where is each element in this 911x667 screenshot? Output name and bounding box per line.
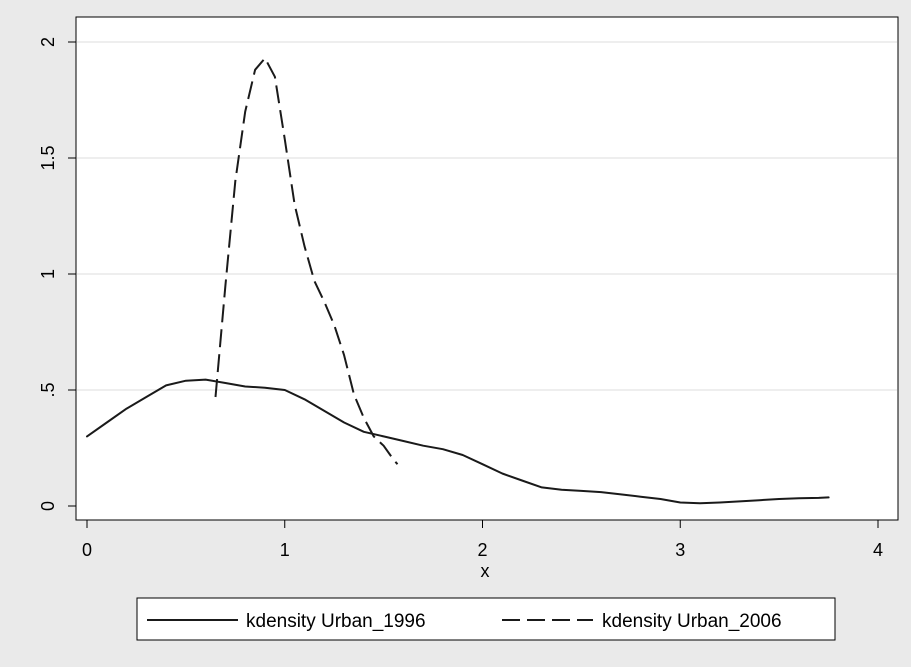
x-tick-label-1: 1 — [280, 540, 290, 560]
series-lines — [86, 57, 830, 505]
y-tick-label-2: 1 — [38, 269, 58, 279]
series-line-kdensity-urban-2006 — [214, 57, 399, 465]
legend: kdensity Urban_1996 kdensity Urban_2006 — [136, 597, 836, 641]
x-tick-label-3: 3 — [675, 540, 685, 560]
series-line-kdensity-urban-1996 — [86, 378, 830, 505]
x-tick-label-0: 0 — [82, 540, 92, 560]
y-tick-label-1: .5 — [38, 382, 58, 397]
legend-label-2006: kdensity Urban_2006 — [602, 611, 782, 632]
x-tick-label-4: 4 — [873, 540, 883, 560]
x-axis-title: x — [481, 561, 490, 581]
y-tick-label-0: 0 — [38, 501, 58, 511]
legend-label-1996: kdensity Urban_1996 — [246, 611, 426, 632]
y-tick-label-3: 1.5 — [38, 145, 58, 170]
legend-box — [136, 597, 836, 641]
axes: 0 .5 1 1.5 2 0 1 2 3 4 — [38, 37, 883, 560]
y-tick-label-4: 2 — [38, 37, 58, 47]
plot-area — [75, 16, 899, 521]
grid-lines — [77, 41, 897, 391]
x-tick-label-2: 2 — [477, 540, 487, 560]
